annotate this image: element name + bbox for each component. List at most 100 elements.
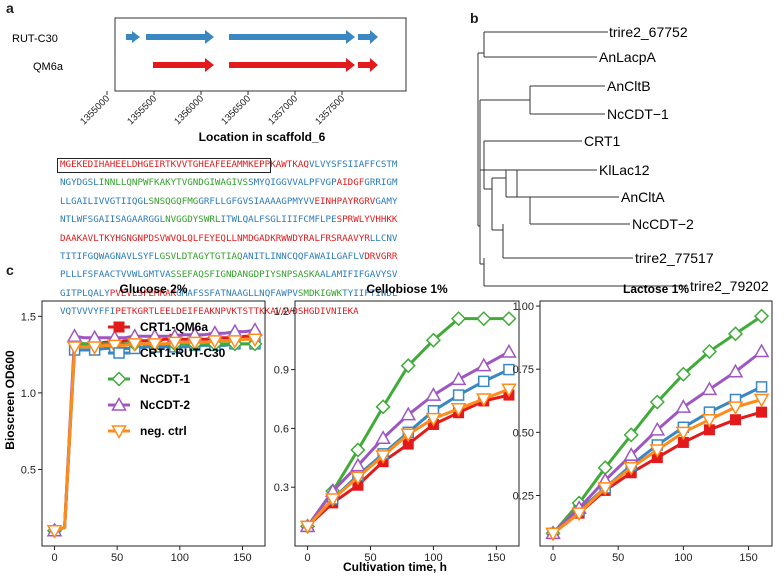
tree-leaf: AnLacpA — [599, 49, 656, 65]
data-point — [649, 421, 666, 436]
data-point — [167, 336, 183, 351]
rut-c30-exons — [126, 30, 378, 44]
x-tick-label: 0 — [305, 552, 311, 564]
panel-label-c: c — [6, 262, 14, 278]
data-point — [501, 383, 517, 398]
sequence-segment: PVEVLSFEMRAK — [109, 287, 177, 299]
data-point — [452, 389, 465, 401]
protein-sequence: MGEKEDIHAHEELDHGEIRTKVVTGHEAFEEAMMKEPPKA… — [60, 156, 480, 322]
data-point — [727, 326, 744, 342]
x-axis-label: Cultivation time, h — [343, 560, 447, 574]
sequence-segment: PLLLFSFAACTVVWLGMTVA — [60, 269, 171, 281]
sequence-segment: TITIFGQWAGNAVLSYFL — [60, 250, 160, 262]
qm6a-exon-1 — [153, 58, 214, 72]
plot-frame — [41, 300, 266, 547]
sequence-segment: ANITLINNCQQFAWAILGAFLV — [242, 250, 365, 262]
legend-label: neg. ctrl — [140, 424, 187, 438]
data-point — [111, 371, 127, 387]
chart-title: Lactose 1% — [623, 282, 689, 296]
y-tick-label: 0.6 — [274, 423, 289, 435]
x-tick-label: 150 — [233, 552, 251, 564]
sequence-segment: TYIIFTIWDL — [342, 287, 398, 299]
sequence-segment: DRVGRR — [364, 250, 398, 262]
data-point — [111, 425, 127, 440]
panel-label-b: b — [470, 10, 479, 26]
y-tick-label: 1.2 — [274, 306, 289, 318]
rut-exon-3 — [229, 30, 355, 44]
y-tick-label: 0.5 — [21, 464, 36, 476]
data-point — [701, 381, 718, 396]
sequence-segment: GRRIGM — [364, 177, 398, 189]
data-point — [375, 399, 391, 415]
gene-axis-tick-label: 1355000 — [78, 93, 112, 127]
sequence-segment: AIDGF — [336, 177, 365, 189]
legend-label: NcCDT-2 — [140, 398, 190, 412]
tree-leaf: trire2_67752 — [609, 24, 688, 40]
tree-leaf: NcCDT−1 — [607, 106, 669, 122]
x-tick-label: 50 — [364, 552, 376, 564]
x-tick-label: 0 — [550, 552, 556, 564]
data-point — [701, 413, 718, 428]
gene-axis-tick-label: 1356000 — [172, 93, 206, 127]
data-point — [727, 401, 744, 416]
data-point — [649, 394, 665, 410]
data-point — [478, 375, 490, 388]
tree-leaf: trire2_77517 — [635, 250, 714, 266]
y-tick-label: 1.00 — [513, 301, 534, 313]
sequence-segment: ITWLQALFSGLIIIFCMFLPE — [220, 214, 337, 226]
sequence-segment: INNLLQNPWFKAKYTVGNDGIWAGIVS — [98, 177, 249, 189]
data-point — [675, 399, 692, 413]
chart-title: Cellobiose 1% — [366, 282, 448, 296]
data-point — [675, 426, 692, 441]
legend-item: CRT1-RUT-C30 — [108, 346, 226, 360]
gene-axis: 1355000 1355500 1356000 1356500 1357000 13575… — [78, 90, 406, 127]
data-point — [86, 341, 103, 355]
sequence-segment: SNSQGQFMG — [148, 195, 199, 207]
data-point — [730, 414, 742, 426]
x-tick-label: 50 — [612, 552, 624, 564]
data-point — [501, 343, 517, 358]
data-point — [400, 358, 416, 374]
data-point — [649, 444, 666, 459]
sequence-segment: NTLWFSGAIISAGAARGGL — [60, 214, 166, 226]
data-point — [727, 363, 744, 378]
sequence-segment: NVGGDYSWRL — [165, 214, 221, 226]
phylogenetic-tree: trire2_67752 AnLacpA AnCltB NcCDT−1 CRT1… — [477, 24, 769, 294]
data-point — [623, 461, 640, 476]
x-tick-label: 0 — [51, 552, 57, 564]
y-tick-label: 1.5 — [21, 311, 36, 323]
gene-axis-label: Location in scaffold_6 — [199, 130, 326, 144]
sequence-segment: GAMY — [375, 195, 398, 207]
y-tick-label: 0.25 — [513, 490, 534, 502]
gene-axis-tick-label: 1357000 — [266, 93, 300, 127]
legend-label: CRT1-RUT-C30 — [140, 346, 226, 360]
rut-exon-2 — [146, 30, 214, 44]
data-point — [113, 347, 125, 359]
data-point — [476, 311, 492, 327]
sequence-segment: GITPLQALY — [60, 287, 110, 299]
y-tick-label: 0.3 — [274, 482, 289, 494]
data-point — [597, 482, 613, 496]
data-point — [753, 343, 770, 358]
sequence-line: NTLWFSGAIISAGAARGGLNVGGDYSWRLITWLQALFSGL… — [60, 211, 480, 229]
sequence-segment: GMAFSSFATNAAGLLNQFAWPV — [176, 287, 298, 299]
legend-label: NcCDT-1 — [140, 372, 190, 386]
data-point — [756, 406, 768, 418]
data-point — [623, 447, 640, 461]
data-point — [106, 339, 123, 354]
data-point — [400, 428, 417, 443]
data-point — [425, 387, 442, 401]
sequence-segment: DAAKAVLTKYHGNGNPDSVWVQLQLFEYEQLLNMDGADKR… — [60, 232, 370, 244]
growth-curves: Bioscreen OD600 Cultivation time, h Gluc… — [3, 282, 773, 574]
chart-title: Glucose 2% — [119, 282, 187, 296]
data-point — [425, 412, 442, 427]
tree-leaf-labels: trire2_67752 AnLacpA AnCltB NcCDT−1 CRT1… — [584, 24, 769, 294]
data-point — [299, 520, 316, 535]
series — [299, 383, 517, 535]
tree-leaf: NcCDT−2 — [632, 216, 694, 232]
y-tick-label: 0.75 — [513, 364, 534, 376]
sequence-line: LLGAILIVVGTIIQGLSNSQGQFMGGRFLLGFGVSIAAAA… — [60, 193, 480, 211]
x-tick-label: 50 — [111, 552, 123, 564]
tree-leaf: trire2_79202 — [690, 278, 769, 294]
sequence-segment: SMYQIGGVVALPFVGP — [248, 177, 337, 189]
